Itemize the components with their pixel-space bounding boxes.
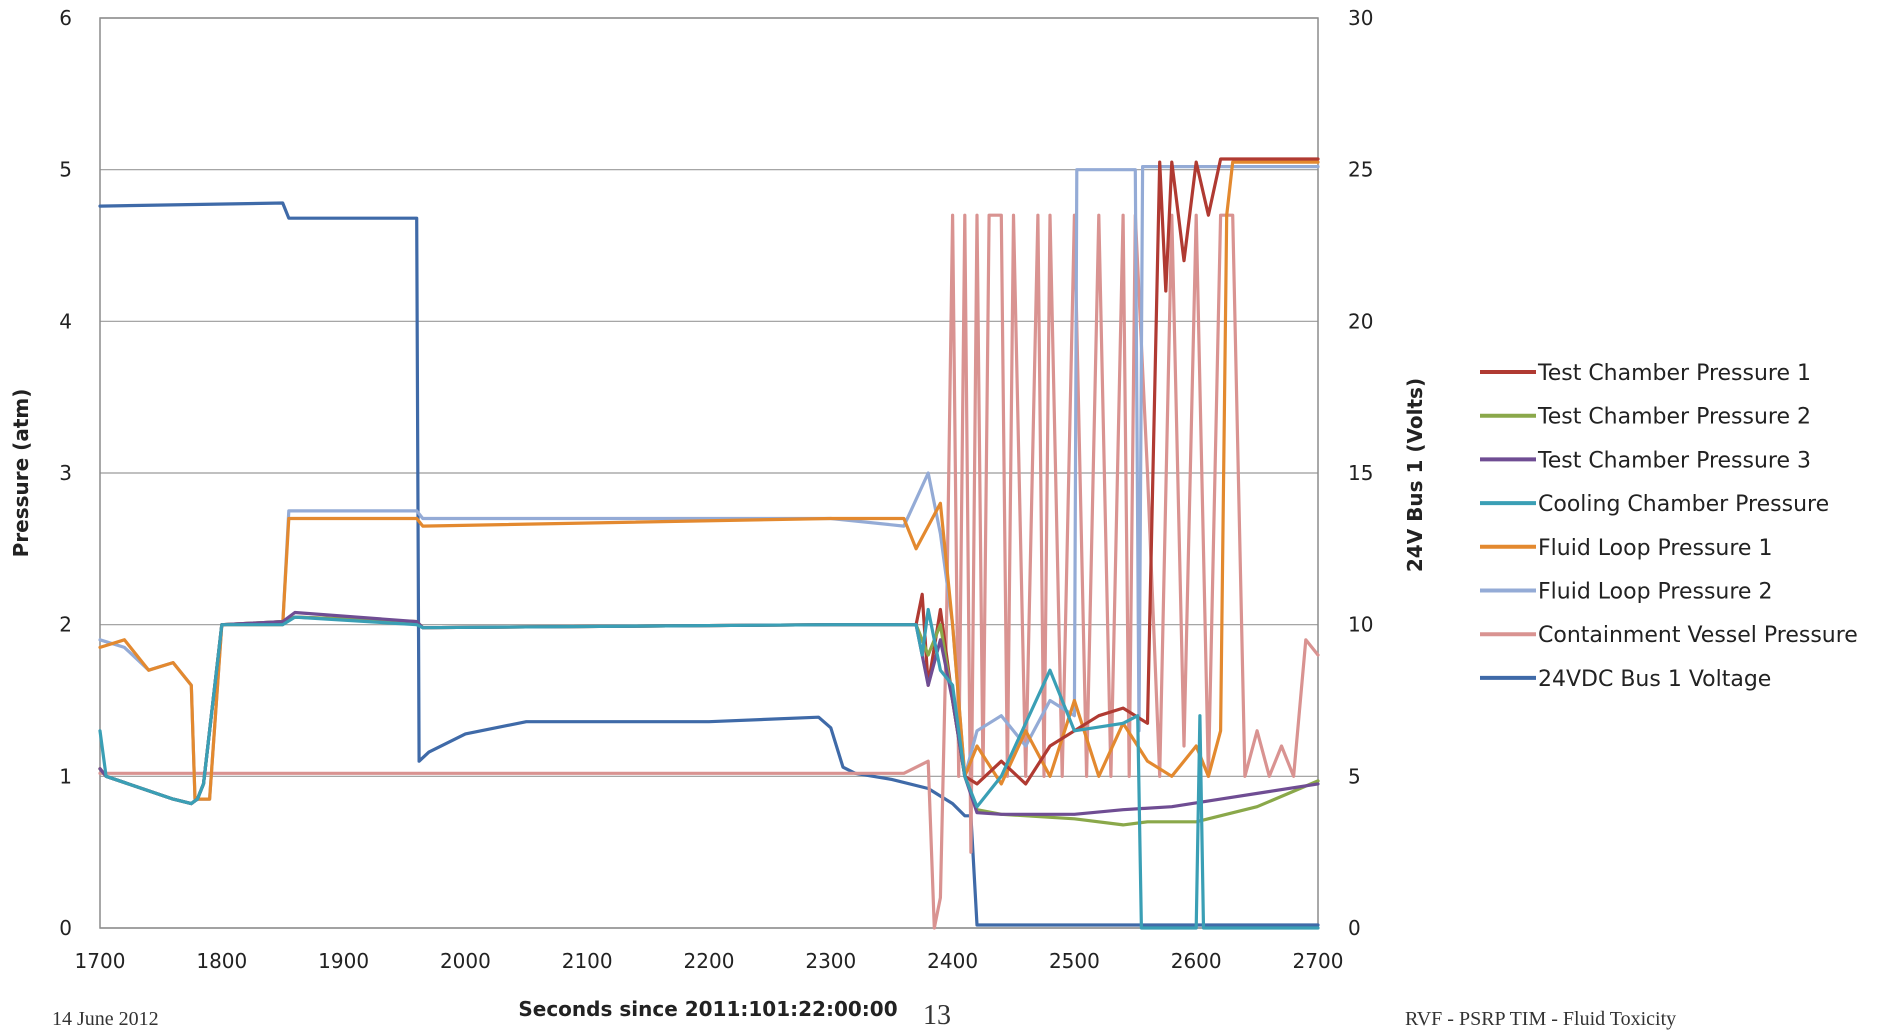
x-tick-label: 2600 [1171, 949, 1222, 973]
x-tick-label: 1700 [75, 949, 126, 973]
x-tick-label: 2300 [805, 949, 856, 973]
series-line-4 [98, 160, 1320, 801]
y2-tick-label: 20 [1348, 309, 1373, 333]
plot-area [99, 17, 1319, 929]
series-line-2 [98, 610, 1320, 816]
page-number: 13 [923, 1000, 951, 1031]
x-tick-label: 2500 [1049, 949, 1100, 973]
x-tick-label: 2400 [927, 949, 978, 973]
series-line-3 [98, 607, 1320, 930]
x-tick-label: 2000 [440, 949, 491, 973]
x-axis-title: Seconds since 2011:101:22:00:00 [518, 997, 897, 1021]
gridlines [100, 17, 1318, 929]
y2-axis-title: 24V Bus 1 (Volts) [1403, 378, 1427, 572]
series-line-7 [98, 201, 1320, 927]
series-line-6 [98, 213, 1320, 930]
y2-tick-label: 30 [1348, 6, 1373, 30]
y2-tick-label: 10 [1348, 613, 1373, 637]
series-line-5 [98, 165, 1320, 801]
y2-tick-label: 5 [1348, 764, 1361, 788]
series-layer [98, 157, 1320, 930]
legend-label-2: Test Chamber Pressure 3 [1537, 448, 1811, 473]
legend-label-6: Containment Vessel Pressure [1538, 623, 1858, 648]
y-tick-label: 6 [59, 6, 72, 30]
legend: Test Chamber Pressure 1 Test Chamber Pres… [1480, 361, 1858, 692]
y-axis-ticks: 0 1 2 3 4 5 6 [59, 6, 72, 940]
y-tick-label: 3 [59, 461, 72, 485]
y-tick-label: 4 [59, 309, 72, 333]
x-tick-label: 2100 [562, 949, 613, 973]
y-axis-title: Pressure (atm) [9, 389, 33, 558]
x-tick-label: 2700 [1293, 949, 1344, 973]
legend-label-4: Fluid Loop Pressure 1 [1538, 536, 1772, 561]
legend-label-5: Fluid Loop Pressure 2 [1538, 580, 1772, 605]
legend-label-7: 24VDC Bus 1 Voltage [1538, 667, 1771, 692]
y-tick-label: 1 [59, 764, 72, 788]
x-axis-ticks: 1700 1800 1900 2000 2100 2200 2300 2400 2500 2600… [75, 949, 1344, 973]
footer-title: RVF - PSRP TIM - Fluid Toxicity [1405, 1008, 1677, 1030]
x-tick-label: 1800 [196, 949, 247, 973]
legend-label-1: Test Chamber Pressure 2 [1537, 405, 1811, 430]
legend-label-3: Cooling Chamber Pressure [1538, 492, 1829, 517]
x-tick-label: 2200 [684, 949, 735, 973]
y2-tick-label: 25 [1348, 158, 1373, 182]
legend-label-0: Test Chamber Pressure 1 [1537, 361, 1811, 386]
y2-tick-label: 15 [1348, 461, 1373, 485]
x-tick-label: 1900 [318, 949, 369, 973]
y-tick-label: 0 [59, 916, 72, 940]
y-tick-label: 2 [59, 613, 72, 637]
y2-tick-label: 0 [1348, 916, 1361, 940]
y2-axis-ticks: 0 5 10 15 20 25 30 [1348, 6, 1373, 940]
footer-date: 14 June 2012 [52, 1008, 159, 1030]
y-tick-label: 5 [59, 158, 72, 182]
